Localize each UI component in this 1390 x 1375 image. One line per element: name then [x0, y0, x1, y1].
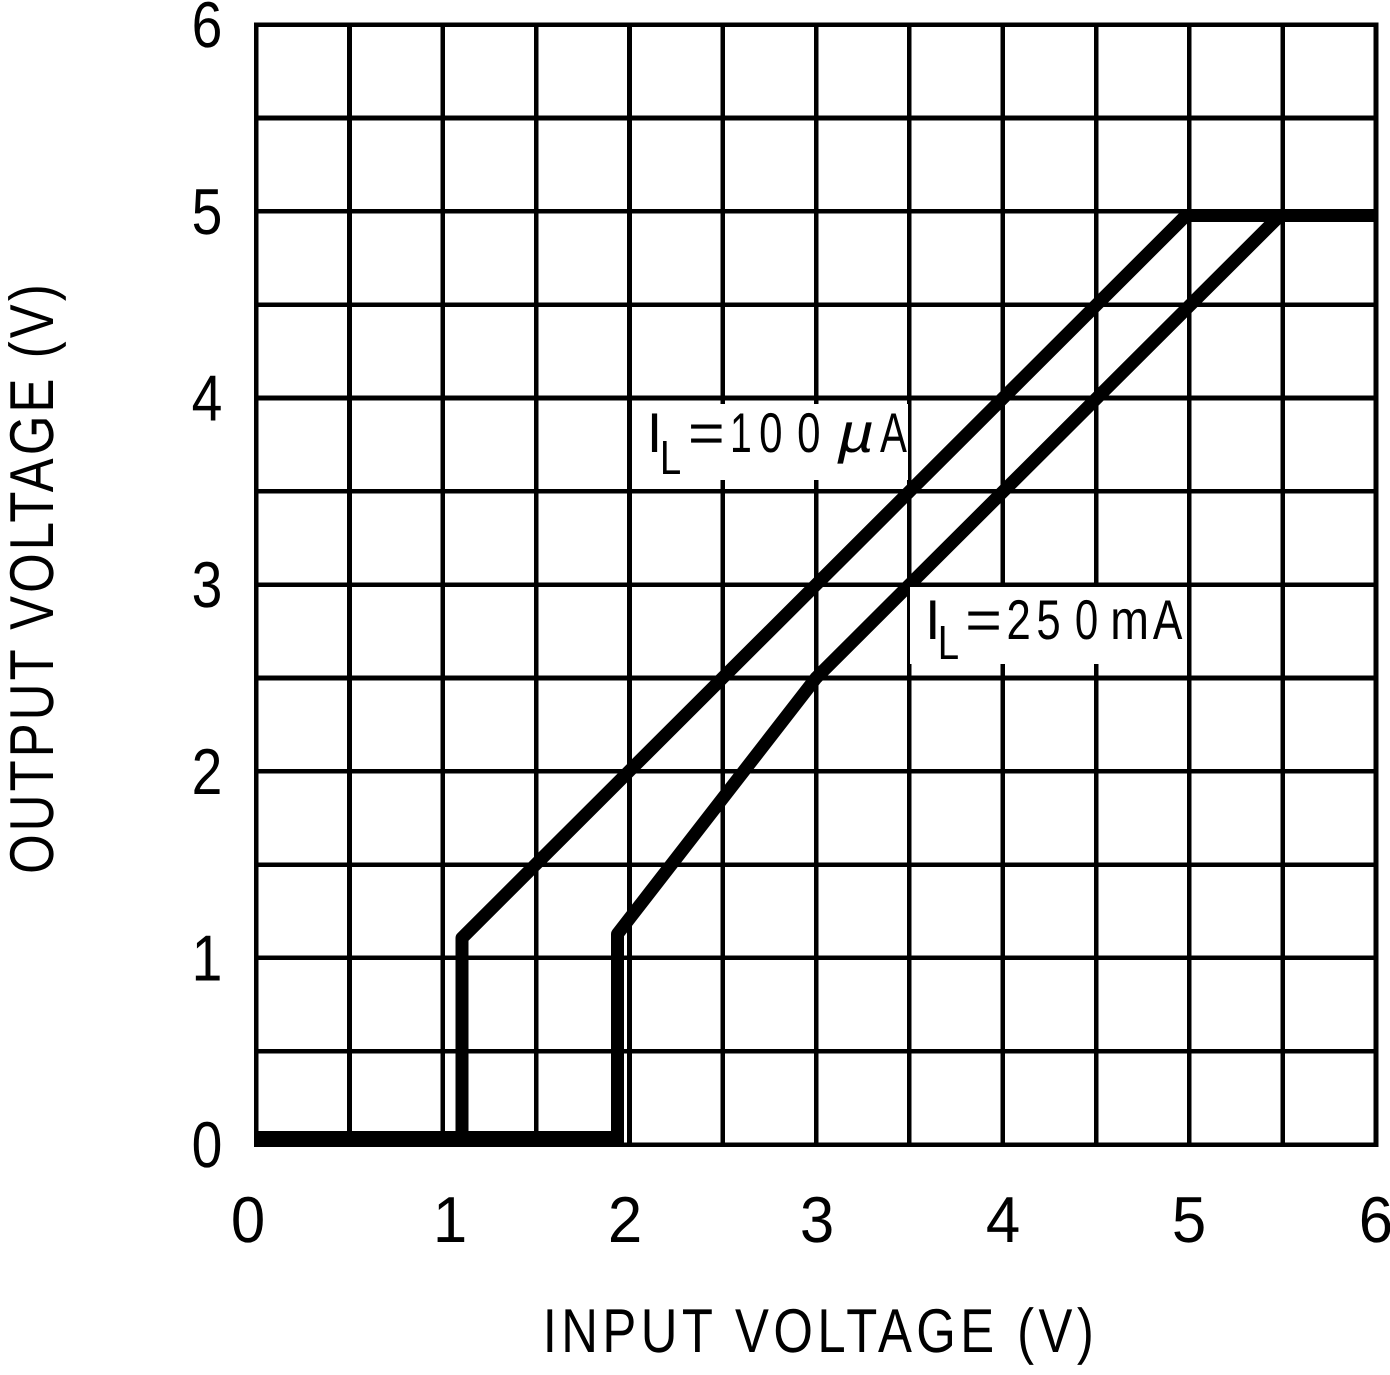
svg-text:0: 0 [797, 401, 820, 464]
svg-text:1: 1 [730, 401, 752, 464]
svg-text:I: I [647, 401, 663, 464]
svg-text:L: L [660, 432, 681, 485]
svg-text:m: m [1110, 588, 1149, 651]
svg-text:INPUT VOLTAGE (V): INPUT VOLTAGE (V) [543, 1297, 1099, 1366]
svg-text:I: I [925, 588, 941, 651]
svg-text:µ: µ [836, 401, 874, 464]
svg-text:0: 0 [1075, 588, 1098, 651]
svg-text:4: 4 [192, 362, 223, 435]
svg-text:2: 2 [1006, 588, 1030, 651]
svg-text:5: 5 [1036, 588, 1060, 651]
svg-text:OUTPUT VOLTAGE (V): OUTPUT VOLTAGE (V) [0, 281, 67, 874]
svg-text:1: 1 [192, 921, 223, 994]
svg-text:1: 1 [433, 1183, 467, 1256]
svg-text:L: L [938, 617, 959, 670]
svg-text:0: 0 [231, 1183, 265, 1256]
svg-text:6: 6 [1359, 1183, 1390, 1256]
svg-text:3: 3 [192, 548, 223, 621]
svg-text:0: 0 [759, 401, 782, 464]
svg-text:2: 2 [192, 735, 223, 808]
svg-text:=: = [688, 401, 725, 464]
svg-text:A: A [1153, 588, 1183, 651]
svg-text:=: = [965, 588, 1002, 651]
svg-text:A: A [880, 401, 907, 464]
svg-text:5: 5 [1172, 1183, 1206, 1256]
svg-text:3: 3 [800, 1183, 834, 1256]
svg-text:4: 4 [986, 1183, 1020, 1256]
svg-text:0: 0 [192, 1108, 223, 1181]
svg-text:2: 2 [608, 1183, 642, 1256]
svg-text:5: 5 [192, 175, 223, 248]
svg-text:6: 6 [192, 0, 223, 61]
